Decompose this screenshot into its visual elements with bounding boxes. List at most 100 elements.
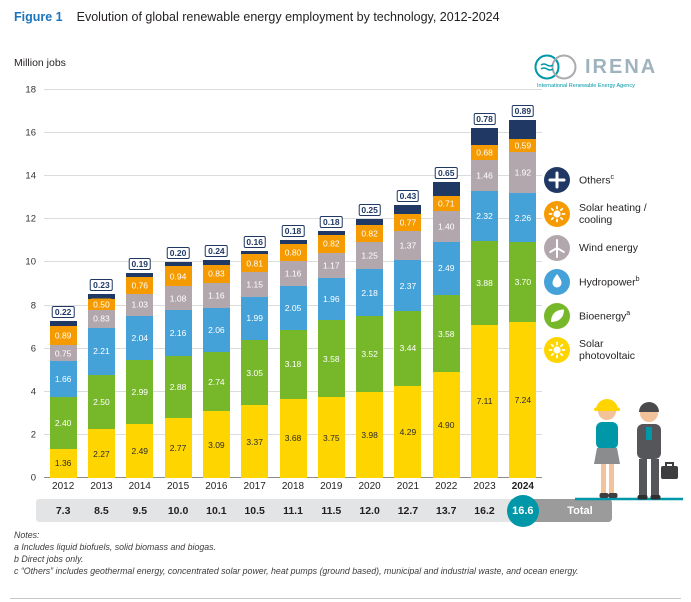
- bar-segment-others-2015: [164, 261, 192, 267]
- others-value-label: 0.89: [511, 105, 535, 118]
- bar-segment-bioenergy-2020: [356, 316, 384, 393]
- workers-illustration: [575, 399, 683, 501]
- segment-value-label: 0.83: [205, 268, 228, 280]
- totals-band: Total 7.3 8.5 9.5 10.0 10.1 10.5 11.1 11.5 12.0 1…: [36, 494, 612, 527]
- y-axis-tick: 10: [25, 256, 36, 268]
- bottom-divider: [10, 598, 681, 599]
- y-axis-tick: 4: [30, 386, 36, 398]
- segment-value-label: 2.16: [169, 327, 187, 338]
- bar-segment-bioenergy-2016: [202, 352, 230, 412]
- x-axis-label: 2016: [205, 481, 228, 492]
- total-value: 16.2: [474, 504, 495, 517]
- others-value-label: 0.20: [166, 246, 190, 259]
- bar-segment-others-2024: [509, 120, 537, 140]
- segment-value-label: 3.58: [437, 328, 455, 339]
- segment-value-label: 2.32: [476, 211, 493, 222]
- bar-segment-hydropower-2022: [432, 241, 460, 296]
- bar-segment-solar-photovoltaic-2024: [509, 321, 537, 478]
- total-value: 10.5: [244, 504, 265, 517]
- bar-segment-others-2018: [279, 239, 307, 244]
- y-axis-tick: 8: [30, 300, 36, 312]
- bar-segment-bioenergy-2019: [317, 320, 345, 398]
- segment-value-label: 4.90: [437, 420, 455, 431]
- x-axis: 2012 2013 2014 2015 2016 2017 2018 2019 2020 2021…: [44, 481, 542, 495]
- total-value: 10.1: [206, 504, 227, 517]
- bar-segment-solar-photovoltaic-2015: [164, 418, 192, 478]
- segment-value-label: 1.37: [396, 240, 420, 252]
- total-value: 12.7: [397, 504, 419, 517]
- segment-value-label: 0.71: [434, 198, 458, 210]
- bar-segment-solar-photovoltaic-2014: [126, 424, 154, 478]
- bar-segment-bioenergy-2014: [126, 359, 154, 425]
- segment-value-label: 3.44: [399, 343, 417, 354]
- segment-value-label: 2.40: [54, 417, 72, 428]
- water-drop-icon: [544, 269, 570, 295]
- segment-value-label: 3.52: [361, 349, 378, 360]
- segment-value-label: 1.66: [54, 374, 72, 385]
- bar-segment-bioenergy-2017: [241, 339, 269, 406]
- segment-value-label: 3.09: [208, 439, 225, 450]
- sun-icon: [544, 337, 570, 363]
- x-axis-label: 2020: [358, 481, 381, 492]
- segment-value-label: 0.76: [128, 280, 152, 292]
- segment-value-label: 1.17: [320, 259, 343, 271]
- bar-segment-solar-photovoltaic-2023: [471, 324, 499, 478]
- bar-segment-solar-photovoltaic-2018: [279, 398, 307, 478]
- segment-value-label: 0.80: [281, 246, 305, 258]
- x-axis-label: 2022: [435, 481, 458, 492]
- others-value-label: 0.25: [358, 204, 381, 217]
- segment-value-label: 1.03: [128, 299, 152, 311]
- segment-value-label: 3.75: [323, 432, 340, 443]
- bar-segment-hydropower-2023: [471, 191, 499, 242]
- bar-segment-solar-photovoltaic-2022: [432, 372, 460, 478]
- wind-turbine-icon: [544, 235, 570, 261]
- others-value-label: 0.22: [51, 306, 75, 319]
- segment-value-label: 1.08: [166, 292, 190, 304]
- x-axis-label: 2019: [320, 481, 343, 492]
- bar-segment-hydropower-2018: [279, 285, 307, 331]
- bar-segment-others-2016: [202, 259, 230, 266]
- segment-value-label: 3.70: [514, 277, 532, 288]
- segment-value-label: 3.18: [284, 359, 302, 370]
- bar-segment-others-2014: [126, 273, 154, 278]
- y-axis-tick: 18: [25, 84, 36, 96]
- segment-value-label: 2.27: [93, 448, 110, 459]
- others-value-label: 0.78: [473, 113, 496, 126]
- segment-value-label: 3.88: [476, 277, 493, 288]
- irena-wordmark: IRENA: [585, 55, 658, 78]
- bar-segment-bioenergy-2022: [432, 295, 460, 373]
- bar-segment-hydropower-2016: [202, 307, 230, 353]
- segment-value-label: 1.40: [434, 220, 458, 232]
- y-axis-tick: 16: [25, 127, 36, 139]
- note-line-b: b Direct jobs only.: [14, 553, 84, 564]
- segment-value-label: 2.04: [131, 332, 149, 343]
- segment-value-label: 7.11: [476, 396, 493, 407]
- total-value: 11.5: [321, 504, 342, 517]
- bar-segment-hydropower-2020: [356, 269, 384, 317]
- irena-logo: IRENA International Renewable Energy Age…: [533, 52, 679, 89]
- bar-segment-solar-photovoltaic-2017: [241, 405, 269, 478]
- bar-segment-bioenergy-2015: [164, 356, 192, 419]
- legend-label: Hydropowerb: [579, 275, 640, 289]
- irena-logo-icon: [534, 54, 577, 80]
- segment-value-label: 2.37: [399, 280, 417, 291]
- bar-segment-others-2019: [317, 230, 345, 235]
- total-value: 13.7: [435, 504, 457, 517]
- segment-value-label: 2.49: [131, 446, 149, 457]
- segment-value-label: 0.50: [90, 298, 113, 310]
- figure-header: Figure 1 Evolution of global renewable en…: [14, 10, 500, 24]
- figure-title: Evolution of global renewable energy emp…: [76, 10, 500, 24]
- others-value-label: 0.16: [243, 236, 266, 249]
- total-value: 12.0: [359, 504, 380, 517]
- bar-segment-hydropower-2017: [241, 296, 269, 340]
- segment-value-label: 1.92: [511, 167, 535, 179]
- leaf-icon: [544, 303, 570, 329]
- segment-value-label: 2.06: [208, 325, 225, 336]
- x-axis-label: 2024: [511, 481, 534, 492]
- y-axis: 0 2 4 6 8 10 12 14 16 18: [12, 85, 40, 484]
- gridline: [44, 132, 542, 134]
- segment-value-label: 2.74: [208, 376, 225, 387]
- x-axis-label: 2021: [396, 481, 420, 492]
- total-value: 11.1: [283, 504, 303, 517]
